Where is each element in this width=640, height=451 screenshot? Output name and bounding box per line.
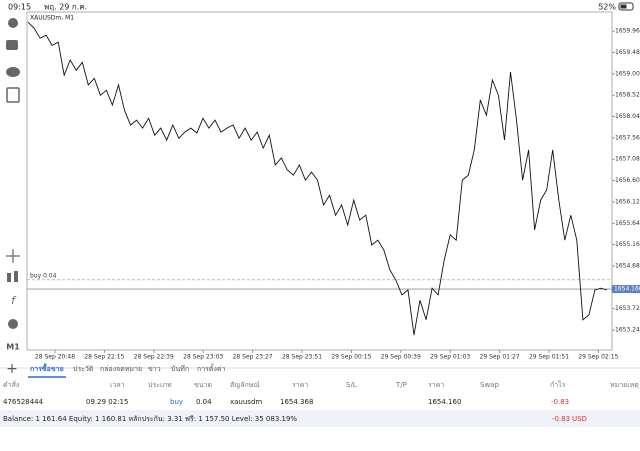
cell-size[interactable]: 0.04 [196,398,212,406]
cell-profit[interactable]: -0.83 [551,398,569,406]
x-tick-label: 29 Sep 02:15 [578,354,618,361]
new-order-icon[interactable] [6,87,20,103]
cell-price[interactable]: 1654.160 [428,398,461,406]
current-price-box [612,285,640,294]
chart-title: XAUUSDm, M1 [30,15,74,22]
x-tick-label: 29 Sep 01:27 [480,354,520,361]
trade-icon[interactable] [6,40,18,50]
y-tick-label: 1659.480 [615,49,640,56]
current-price-label: 1654.160 [614,286,640,293]
balance-bar [0,410,640,427]
column-header: คำสั่ง [3,380,19,389]
column-header: T/P [395,381,407,389]
battery-level [620,4,627,9]
x-tick-label: 29 Sep 01:03 [430,354,470,361]
status-time: 09:15 [8,3,31,12]
objects-icon[interactable] [8,319,18,329]
crosshair-icon[interactable] [6,249,20,263]
column-header: สัญลักษณ์ [230,381,260,389]
cell-order[interactable]: 476528444 [3,398,44,406]
y-tick-label: 1656.120 [615,198,640,205]
x-tick-label: 29 Sep 00:15 [331,354,371,361]
x-tick-label: 28 Sep 22:39 [134,354,174,361]
y-tick-label: 1654.680 [615,262,640,269]
column-header: S/L [346,381,357,389]
tab[interactable]: กล่องจดหมาย [100,365,142,373]
column-header: ราคา [292,381,308,389]
tab[interactable]: ประวัติ [73,365,94,373]
left-toolbar: f [6,18,20,329]
y-tick-label: 1659.960 [615,28,640,35]
order-label: buy 0.04 [30,272,57,279]
chart-frame [26,11,613,351]
account-icon[interactable] [8,18,18,28]
column-header: กำไร [550,380,566,389]
tab[interactable]: บันทึก [171,364,189,373]
cell-type[interactable]: buy [170,398,183,406]
price-line [27,21,608,335]
column-header: หมายเหตุ [610,381,639,389]
status-date: พฤ. 29 ก.ค. [44,3,87,12]
balance-text: Balance: 1 161.64 Equity: 1 160.81 หลักป… [3,415,297,423]
x-tick-label: 28 Sep 20:48 [35,354,75,361]
balance-currency: USD [572,415,587,423]
column-header: ขนาด [194,381,212,389]
cell-open-price[interactable]: 1654.368 [280,398,313,406]
y-tick-label: 1653.240 [615,326,640,333]
y-tick-label: 1655.640 [615,220,640,227]
cell-time[interactable]: 09.29 02:15 [86,398,128,406]
column-header: เวลา [110,381,125,389]
battery-text: 52% [598,3,616,12]
indicator-icon-2 [14,271,18,282]
x-tick-label: 29 Sep 00:39 [381,354,421,361]
indicator-icon[interactable] [7,273,11,282]
cell-symbol[interactable]: xauusdm [230,398,262,406]
y-tick-label: 1657.560 [615,134,640,141]
column-header: ประเภท [148,381,172,389]
x-tick-label: 28 Sep 23:51 [282,354,322,361]
y-tick-label: 1653.720 [615,305,640,312]
tab[interactable]: การซื้อขาย [30,362,64,373]
y-tick-label: 1659.000 [615,70,640,77]
timeframe[interactable]: M1 [6,343,20,352]
y-tick-label: 1655.160 [615,241,640,248]
y-tick-label: 1656.600 [615,177,640,184]
y-tick-label: 1658.040 [615,113,640,120]
column-header: ราคา [428,381,444,389]
y-tick-label: 1658.520 [615,92,640,99]
tab[interactable]: ข่าว [148,365,161,373]
x-tick-label: 28 Sep 23:27 [233,354,273,361]
x-tick-label: 28 Sep 22:15 [84,354,124,361]
x-tick-label: 28 Sep 23:03 [183,354,223,361]
function-icon[interactable]: f [11,294,17,307]
balance-profit: -0.83 [552,415,570,423]
column-header: Swap [480,381,499,389]
x-tick-label: 29 Sep 01:51 [529,354,569,361]
tab[interactable]: การตั้งค่า [197,362,226,373]
y-tick-label: 1657.080 [615,156,640,163]
chat-icon[interactable] [6,67,20,77]
add-button[interactable]: + [6,361,18,377]
battery-icon [618,2,634,11]
